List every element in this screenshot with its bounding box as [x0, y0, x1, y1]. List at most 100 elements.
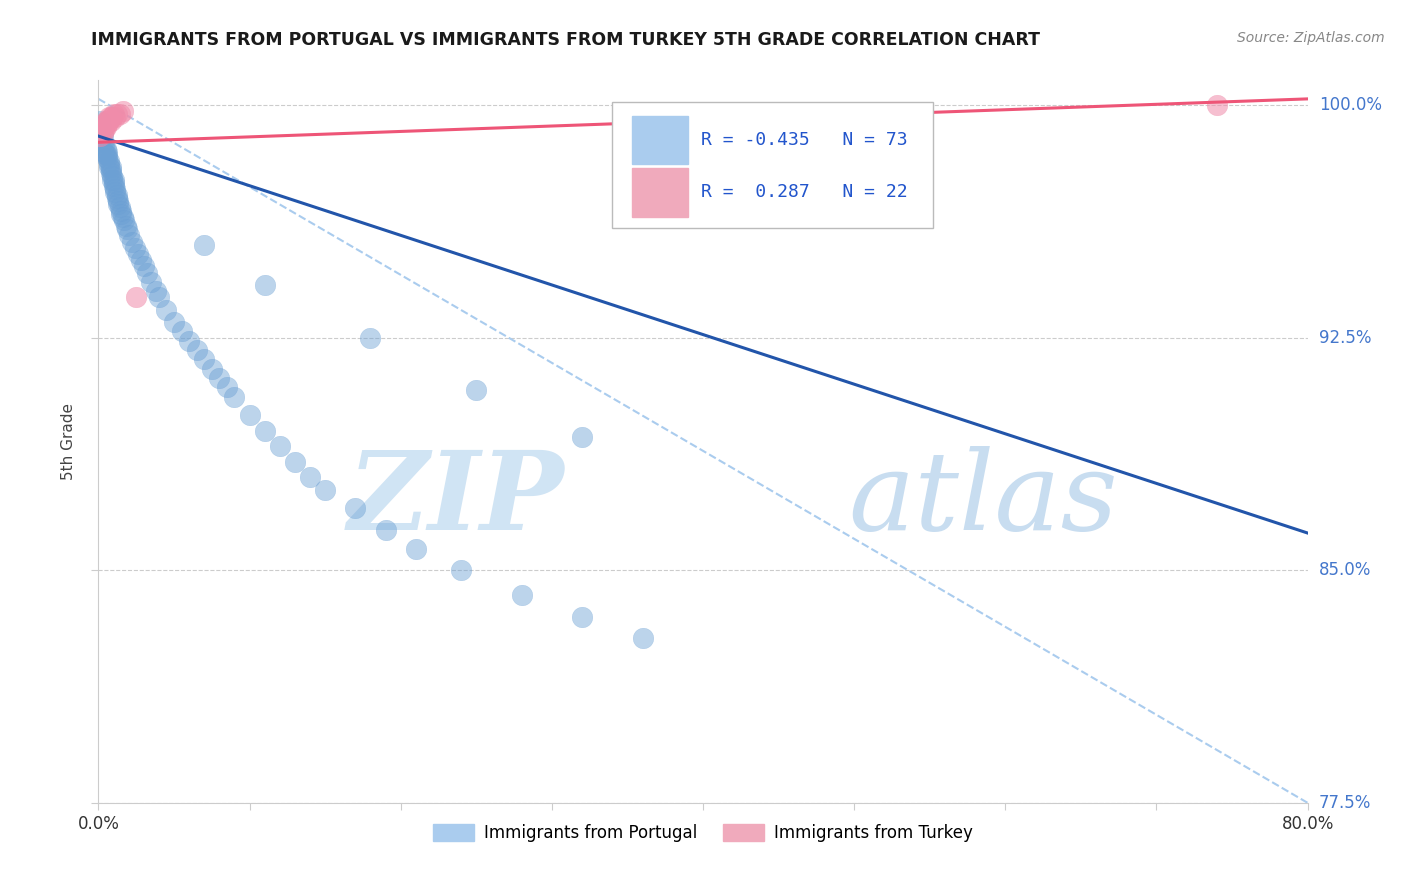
- Text: Source: ZipAtlas.com: Source: ZipAtlas.com: [1237, 31, 1385, 45]
- Point: [100, 163, 122, 178]
- Point: [94, 113, 117, 128]
- Text: ZIP: ZIP: [347, 446, 564, 553]
- Point: [129, 253, 152, 268]
- Point: [344, 501, 367, 516]
- Point: [101, 169, 124, 184]
- Point: [91, 120, 114, 134]
- Point: [94, 147, 117, 161]
- Point: [110, 203, 132, 218]
- Point: [125, 290, 148, 304]
- Y-axis label: 5th Grade: 5th Grade: [60, 403, 76, 480]
- Point: [91, 126, 114, 140]
- Point: [98, 111, 121, 125]
- Text: IMMIGRANTS FROM PORTUGAL VS IMMIGRANTS FROM TURKEY 5TH GRADE CORRELATION CHART: IMMIGRANTS FROM PORTUGAL VS IMMIGRANTS F…: [91, 31, 1040, 49]
- Point: [96, 117, 118, 131]
- Point: [104, 182, 127, 196]
- Text: 92.5%: 92.5%: [1319, 328, 1371, 347]
- Point: [215, 380, 238, 394]
- Point: [94, 141, 117, 155]
- Point: [1206, 98, 1229, 112]
- Point: [104, 185, 127, 199]
- Point: [170, 325, 193, 339]
- FancyBboxPatch shape: [631, 169, 689, 217]
- Point: [284, 455, 307, 469]
- Point: [108, 107, 131, 121]
- Text: 100.0%: 100.0%: [1319, 96, 1382, 114]
- Point: [93, 145, 115, 159]
- Point: [98, 153, 121, 168]
- Point: [163, 315, 186, 329]
- Point: [118, 228, 141, 243]
- Point: [571, 609, 593, 624]
- Point: [96, 145, 118, 159]
- Point: [90, 120, 112, 134]
- Point: [299, 470, 322, 484]
- Point: [127, 247, 149, 261]
- Point: [110, 206, 132, 220]
- Point: [239, 408, 262, 422]
- Point: [112, 212, 135, 227]
- Point: [135, 266, 157, 280]
- Point: [100, 111, 122, 125]
- Point: [93, 138, 115, 153]
- Point: [193, 352, 215, 367]
- Text: R = -0.435   N = 73: R = -0.435 N = 73: [700, 130, 907, 149]
- Point: [107, 197, 129, 211]
- Point: [89, 129, 111, 144]
- Point: [114, 219, 136, 233]
- Point: [91, 136, 114, 150]
- Point: [124, 241, 146, 255]
- Point: [94, 120, 117, 134]
- Point: [105, 188, 128, 202]
- Point: [450, 563, 472, 577]
- Point: [103, 107, 125, 121]
- Text: 77.5%: 77.5%: [1319, 794, 1371, 812]
- Point: [253, 277, 276, 292]
- Point: [193, 237, 215, 252]
- Point: [374, 523, 396, 537]
- Point: [111, 104, 134, 119]
- Point: [98, 157, 121, 171]
- Point: [208, 371, 231, 385]
- Point: [253, 424, 276, 438]
- Point: [360, 331, 382, 345]
- Point: [90, 123, 112, 137]
- Legend: Immigrants from Portugal, Immigrants from Turkey: Immigrants from Portugal, Immigrants fro…: [426, 817, 980, 848]
- Point: [96, 113, 118, 128]
- Point: [314, 483, 336, 497]
- Point: [93, 117, 115, 131]
- FancyBboxPatch shape: [613, 102, 932, 228]
- Point: [155, 302, 177, 317]
- Text: atlas: atlas: [848, 446, 1118, 553]
- Point: [405, 541, 427, 556]
- Point: [145, 284, 167, 298]
- Point: [100, 113, 122, 128]
- Point: [98, 160, 121, 174]
- Point: [571, 430, 593, 444]
- Point: [107, 194, 129, 209]
- Point: [631, 632, 654, 646]
- Text: R =  0.287   N = 22: R = 0.287 N = 22: [700, 183, 907, 202]
- Point: [465, 384, 488, 398]
- Point: [105, 191, 128, 205]
- Point: [98, 113, 121, 128]
- Point: [101, 172, 124, 186]
- Point: [111, 210, 134, 224]
- Point: [148, 290, 170, 304]
- FancyBboxPatch shape: [631, 116, 689, 164]
- Point: [100, 166, 122, 180]
- Point: [96, 151, 118, 165]
- Point: [121, 235, 143, 249]
- Point: [141, 275, 163, 289]
- Point: [224, 390, 246, 404]
- Point: [103, 176, 125, 190]
- Point: [89, 113, 111, 128]
- Point: [132, 260, 155, 274]
- Point: [115, 222, 138, 236]
- Point: [96, 147, 118, 161]
- Point: [100, 160, 122, 174]
- Point: [103, 172, 125, 186]
- Point: [269, 439, 291, 453]
- Text: 85.0%: 85.0%: [1319, 561, 1371, 579]
- Point: [104, 111, 127, 125]
